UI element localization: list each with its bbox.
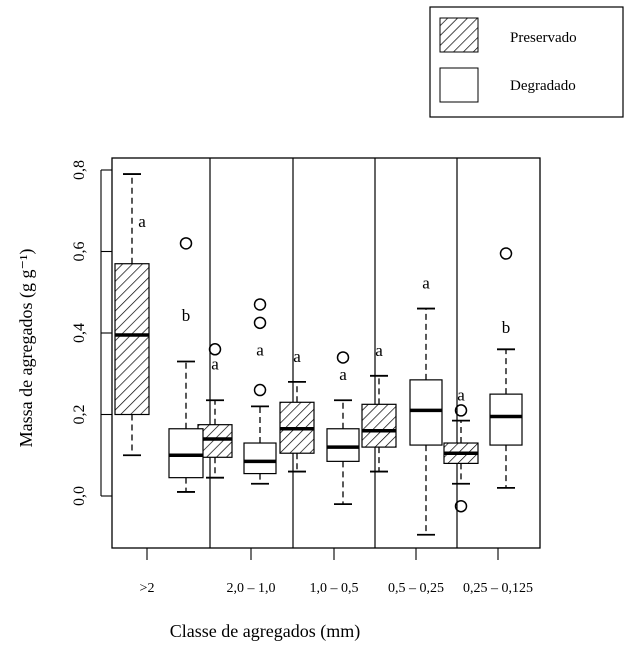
x-tick-label: 0,25 – 0,125 [463, 581, 533, 596]
x-tick-label: 0,5 – 0,25 [388, 581, 444, 596]
x-tick-label: 1,0 – 0,5 [310, 581, 359, 596]
box-degradado-4: b [489, 247, 523, 489]
box-body [326, 428, 360, 462]
outlier-point [208, 343, 222, 356]
box-degradado-0: b [168, 237, 204, 493]
y-axis-title: Massa de agregados (g g⁻¹) [16, 249, 37, 448]
legend-label-preservado: Preservado [510, 30, 577, 46]
outlier-point [454, 404, 468, 417]
box-body [114, 263, 150, 416]
significance-letter: a [211, 355, 219, 374]
outlier-point [179, 237, 193, 250]
box-preservado-4: a [443, 386, 479, 513]
y-tick-label: 0,8 [71, 160, 88, 180]
x-tick-label: 2,0 – 1,0 [227, 581, 276, 596]
box-body [197, 424, 233, 458]
outlier-point [454, 499, 468, 513]
box-preservado-1: a [197, 343, 233, 479]
box-preservado-3: a [361, 341, 397, 473]
box-degradado-2: a [326, 351, 360, 506]
significance-letter: b [502, 318, 511, 337]
y-tick-label: 0,6 [71, 242, 88, 262]
y-tick-label: 0,2 [71, 405, 88, 425]
boxplots: a a a a a b a a a b [114, 173, 523, 536]
box-body [489, 393, 523, 446]
significance-letter: a [457, 386, 465, 405]
legend-label-degradado: Degradado [510, 78, 576, 94]
significance-letter: a [293, 347, 301, 366]
y-axis: 0,0 0,2 0,4 0,6 0,8 [71, 160, 112, 506]
outlier-point [253, 298, 267, 311]
significance-letter: a [256, 340, 264, 359]
outlier-point [499, 247, 513, 260]
significance-letter: a [375, 341, 383, 360]
box-degradado-3: a [409, 274, 443, 536]
box-body [168, 428, 204, 479]
significance-letter: a [138, 212, 146, 231]
x-axis: >2 2,0 – 1,0 1,0 – 0,5 0,5 – 0,25 0,25 – 0,1… [140, 547, 533, 596]
significance-letter: a [339, 365, 347, 384]
legend-swatch-preservado [439, 17, 479, 53]
significance-letter: b [182, 306, 191, 325]
box-degradado-1: a [243, 298, 277, 485]
legend-swatch-degradado [439, 67, 479, 103]
box-body [361, 403, 397, 448]
outlier-point [336, 351, 350, 364]
x-tick-label: >2 [140, 581, 155, 596]
box-preservado-2: a [279, 347, 315, 473]
outlier-point [253, 383, 267, 397]
y-tick-label: 0,0 [71, 486, 88, 506]
legend: Preservado Degradado [429, 6, 624, 118]
outlier-point [253, 316, 267, 330]
plot-area-frame [111, 157, 541, 549]
x-axis-title: Classe de agregados (mm) [170, 621, 360, 642]
significance-letter: a [422, 274, 430, 293]
y-tick-label: 0,4 [71, 323, 88, 343]
box-preservado-0: a [114, 173, 150, 457]
box-body [243, 442, 277, 475]
category-dividers [209, 158, 458, 548]
box-body [409, 379, 443, 446]
